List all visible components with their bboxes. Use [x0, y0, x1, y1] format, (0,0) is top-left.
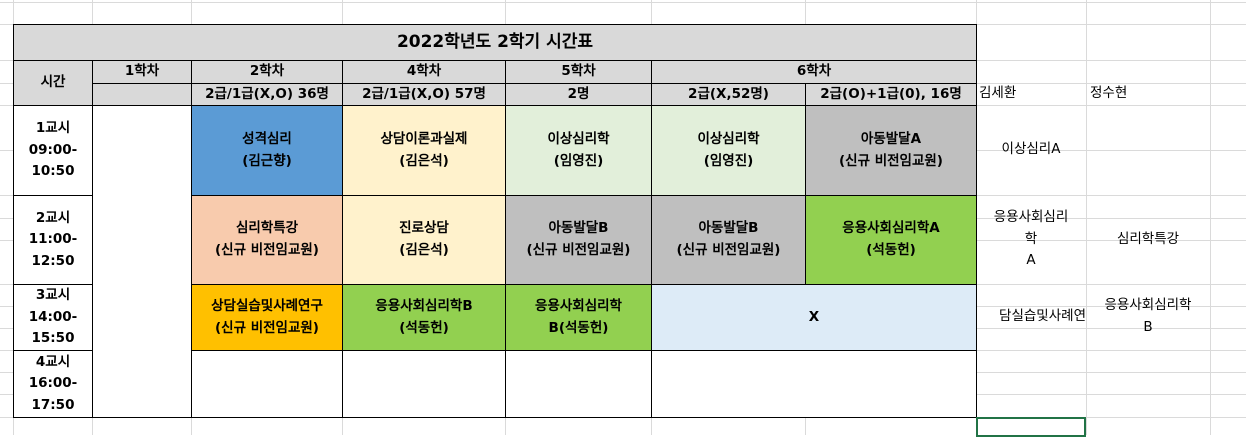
group-header [92, 83, 192, 106]
selected-cell[interactable] [976, 417, 1086, 437]
side-cell[interactable]: 심리학특강 [1116, 230, 1180, 247]
side-cell[interactable]: 응용사회심리학 B [1104, 297, 1192, 335]
side-cell[interactable]: 이상심리A [1001, 141, 1061, 158]
timetable-title: 2022학년도 2학기 시간표 [13, 24, 977, 61]
group-header: 2급/1급(X,O) 57명 [342, 83, 506, 106]
course-cell[interactable]: 응용사회심리학 B(석동헌) [505, 284, 652, 351]
course-cell[interactable]: 이상심리학 (임영진) [651, 105, 806, 196]
term-header: 6학차 [651, 60, 977, 84]
side-name[interactable]: 정수현 [1090, 85, 1128, 102]
course-cell[interactable]: 상담이론과실제 (김은석) [342, 105, 506, 196]
course-cell[interactable]: 아동발달B (신규 비전임교원) [505, 195, 652, 285]
period-label: 2교시 11:00- 12:50 [13, 195, 93, 285]
course-cell[interactable]: 응용사회심리학B (석동헌) [342, 284, 506, 351]
course-cell[interactable]: 아동발달A (신규 비전임교원) [805, 105, 977, 196]
side-name[interactable]: 김세환 [979, 85, 1017, 102]
group-header: 2급(O)+1급(0), 16명 [805, 83, 977, 106]
course-cell[interactable]: 이상심리학 (임영진) [505, 105, 652, 196]
course-cell[interactable]: 진로상담 (김은석) [342, 195, 506, 285]
course-cell[interactable]: 응용사회심리학A (석동헌) [805, 195, 977, 285]
period-label: 3교시 14:00- 15:50 [13, 284, 93, 351]
term1-cell[interactable] [92, 105, 192, 418]
course-cell[interactable] [191, 350, 343, 418]
term-header: 4학차 [342, 60, 506, 84]
course-cell[interactable] [651, 350, 977, 418]
term-header: 2학차 [191, 60, 343, 84]
time-header: 시간 [13, 60, 93, 106]
term-header: 5학차 [505, 60, 652, 84]
course-cell[interactable] [342, 350, 506, 418]
term-header: 1학차 [92, 60, 192, 84]
side-cell[interactable]: 응용사회심리 학 A [993, 209, 1069, 269]
period-label: 1교시 09:00- 10:50 [13, 105, 93, 196]
side-cell[interactable] [1086, 105, 1210, 195]
course-cell[interactable]: 심리학특강 (신규 비전임교원) [191, 195, 343, 285]
course-cell[interactable]: 아동발달B (신규 비전임교원) [651, 195, 806, 285]
group-header: 2급/1급(X,O) 36명 [191, 83, 343, 106]
period-label: 4교시 16:00- 17:50 [13, 350, 93, 418]
course-cell[interactable] [505, 350, 652, 418]
group-header: 2명 [505, 83, 652, 106]
group-header: 2급(X,52명) [651, 83, 806, 106]
course-cell[interactable]: 상담실습및사례연구 (신규 비전임교원) [191, 284, 343, 351]
course-cell[interactable]: 성격심리 (김근향) [191, 105, 343, 196]
side-cell[interactable]: 담실습및사례연 [999, 308, 1086, 325]
course-cell[interactable]: X [651, 284, 977, 351]
